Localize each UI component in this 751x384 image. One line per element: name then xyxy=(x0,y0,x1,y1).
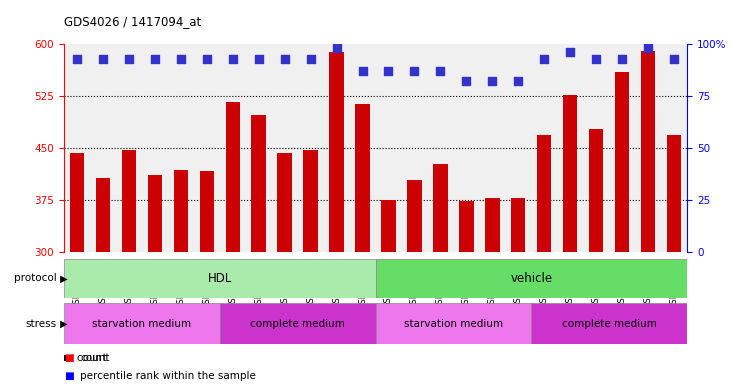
Point xyxy=(201,56,213,62)
Bar xyxy=(225,102,240,252)
Bar xyxy=(252,115,266,252)
Point xyxy=(175,56,187,62)
Point xyxy=(409,68,421,74)
Point xyxy=(617,56,629,62)
Point xyxy=(590,56,602,62)
Text: ■: ■ xyxy=(64,371,74,381)
Point xyxy=(330,45,342,51)
Bar xyxy=(148,175,162,252)
Bar xyxy=(641,51,656,252)
Point xyxy=(71,56,83,62)
Point xyxy=(668,56,680,62)
Text: ■ count: ■ count xyxy=(64,353,107,363)
Bar xyxy=(220,303,376,344)
Bar xyxy=(70,153,84,252)
Text: starvation medium: starvation medium xyxy=(404,318,503,329)
Point xyxy=(305,56,317,62)
Point xyxy=(564,50,576,56)
Bar xyxy=(330,53,344,252)
Text: complete medium: complete medium xyxy=(250,318,345,329)
Point xyxy=(97,56,109,62)
Text: count: count xyxy=(80,353,110,363)
Text: complete medium: complete medium xyxy=(562,318,656,329)
Bar xyxy=(667,136,681,252)
Bar xyxy=(64,303,220,344)
Bar xyxy=(376,303,532,344)
Bar xyxy=(376,259,687,298)
Bar xyxy=(563,94,578,252)
Bar xyxy=(537,136,551,252)
Point xyxy=(227,56,239,62)
Bar xyxy=(64,259,376,298)
Bar xyxy=(303,150,318,252)
Bar xyxy=(122,150,136,252)
Bar xyxy=(532,303,687,344)
Point xyxy=(252,56,264,62)
Bar xyxy=(277,153,291,252)
Text: vehicle: vehicle xyxy=(510,272,553,285)
Text: starvation medium: starvation medium xyxy=(92,318,192,329)
Text: ▶: ▶ xyxy=(57,318,68,329)
Point xyxy=(538,56,550,62)
Point xyxy=(149,56,161,62)
Bar xyxy=(615,72,629,252)
Bar xyxy=(511,198,526,252)
Point xyxy=(434,68,446,74)
Text: stress: stress xyxy=(26,318,56,329)
Bar xyxy=(460,201,474,252)
Point xyxy=(487,78,499,84)
Text: protocol: protocol xyxy=(14,273,56,283)
Bar xyxy=(589,129,603,252)
Text: percentile rank within the sample: percentile rank within the sample xyxy=(80,371,256,381)
Point xyxy=(122,56,134,62)
Text: HDL: HDL xyxy=(207,272,232,285)
Point xyxy=(512,78,524,84)
Text: ■: ■ xyxy=(64,353,74,363)
Point xyxy=(279,56,291,62)
Text: ▶: ▶ xyxy=(57,273,68,283)
Point xyxy=(460,78,472,84)
Bar xyxy=(433,164,448,252)
Bar xyxy=(95,177,110,252)
Text: GDS4026 / 1417094_at: GDS4026 / 1417094_at xyxy=(64,15,201,28)
Bar xyxy=(407,180,421,252)
Point xyxy=(642,45,654,51)
Bar xyxy=(485,198,499,252)
Point xyxy=(382,68,394,74)
Bar xyxy=(200,171,214,252)
Bar xyxy=(355,104,369,252)
Bar xyxy=(382,200,396,252)
Bar xyxy=(173,170,188,252)
Point xyxy=(357,68,369,74)
